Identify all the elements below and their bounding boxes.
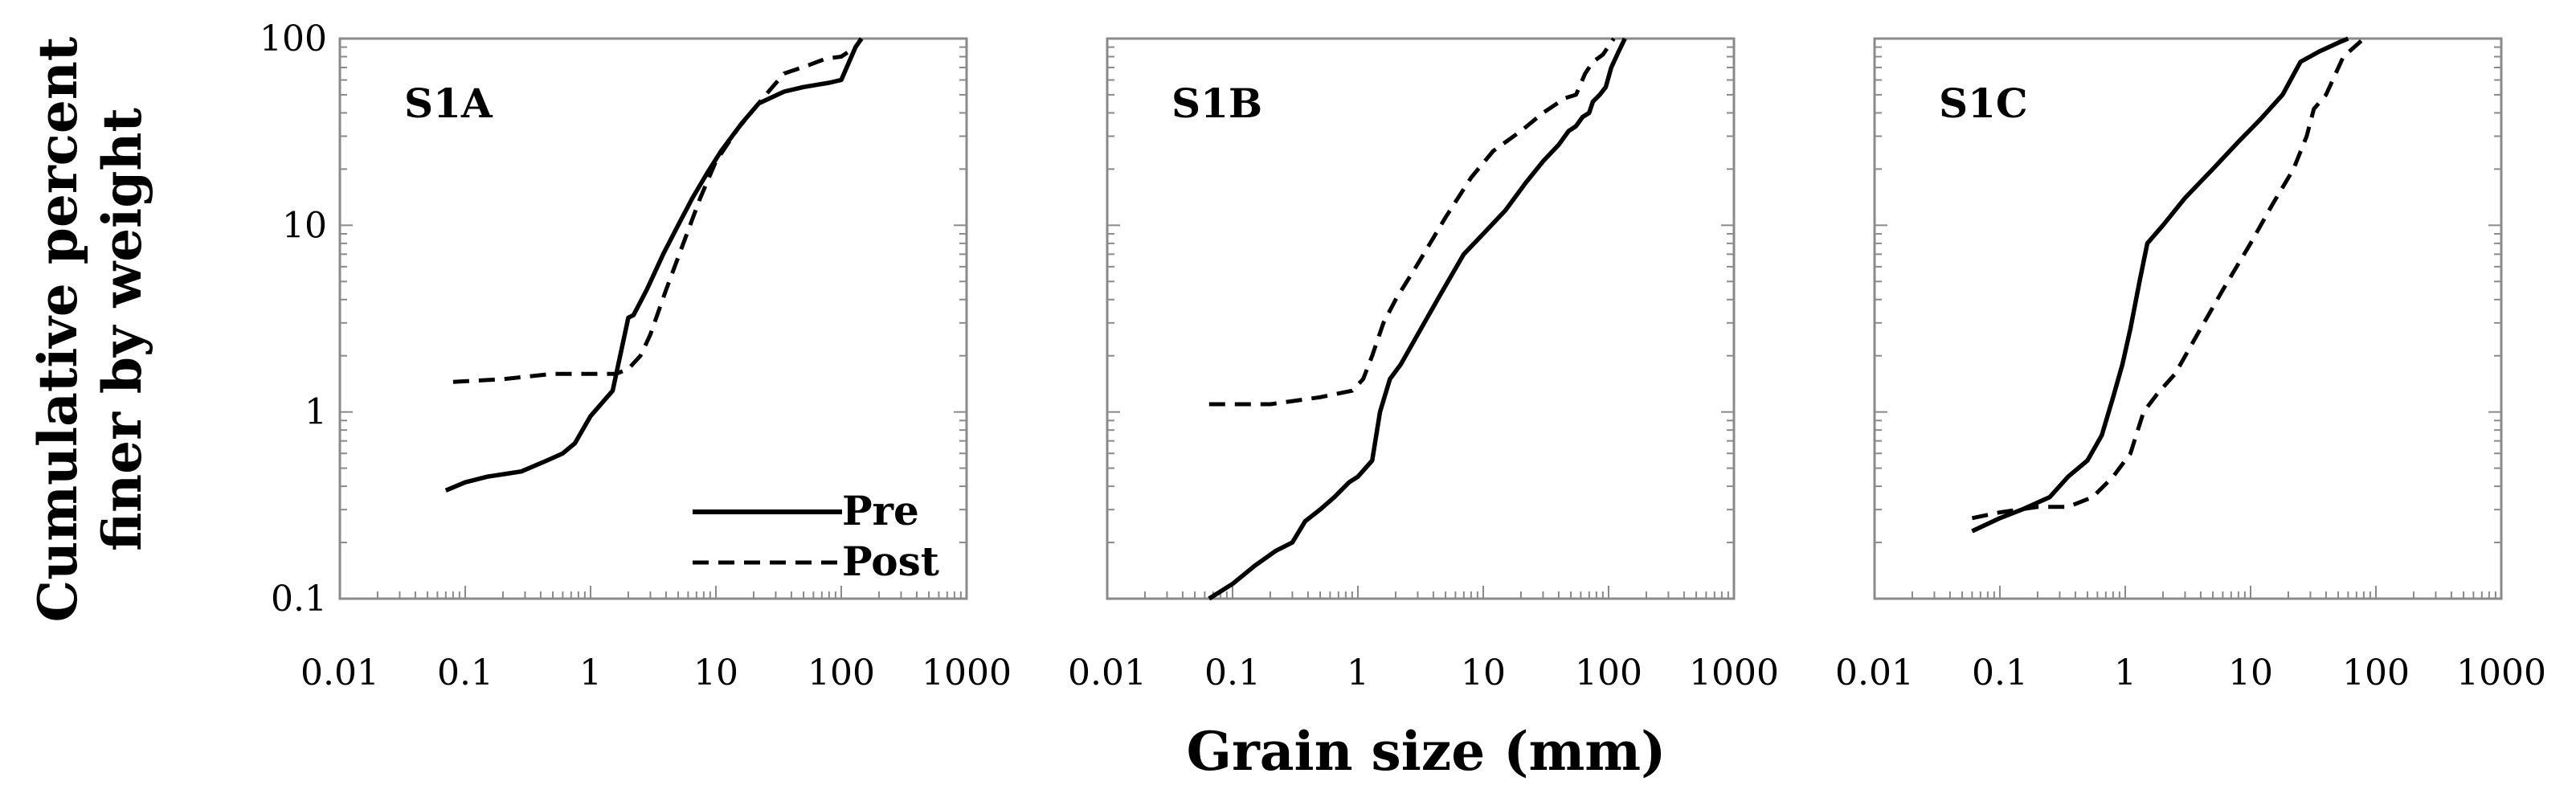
x-tick-label: 10	[693, 653, 738, 693]
tick-marks	[1874, 46, 2501, 599]
plot-frame	[1106, 37, 1736, 600]
series-line-post	[1971, 37, 2365, 521]
tick-marks	[1106, 46, 1734, 599]
panel-title: S1C	[1939, 80, 2028, 127]
legend-post-label: Post	[842, 538, 939, 585]
panel-title: S1A	[404, 80, 493, 127]
x-tick-label: 0.01	[301, 653, 379, 693]
chart-panels: 0.01 0.1 1 10 100 1000 100 10 1 0.1 S1A 0.01 0.1 1 10 1…	[260, 18, 2546, 693]
y-axis-title-line-2: finer by weight	[91, 108, 153, 551]
plot-frame	[1873, 37, 2503, 600]
x-tick-label: 0.1	[1204, 653, 1261, 693]
plot-frame	[338, 37, 968, 600]
y-axis-title: Cumulative percent finer by weight	[27, 36, 153, 622]
x-tick-label: 0.1	[1972, 653, 2028, 693]
x-tick-label: 1000	[922, 653, 1012, 693]
x-tick-label: 0.01	[1068, 653, 1147, 693]
x-tick-label: 100	[808, 653, 875, 693]
y-tick-label: 0.1	[271, 579, 327, 620]
x-tick-label: 10	[1461, 653, 1506, 693]
series-line-post	[452, 45, 857, 384]
y-tick-label: 10	[282, 205, 327, 246]
x-tick-label: 0.01	[1835, 653, 1914, 693]
series-line-pre	[1971, 36, 2349, 534]
panel-s1c: 0.01 0.1 1 10 100 1000 S1C	[1835, 36, 2546, 693]
x-tick-label: 1	[2114, 653, 2136, 693]
legend: Pre Post	[693, 487, 939, 585]
x-tick-label: 1000	[1689, 653, 1779, 693]
series-line-pre	[1208, 37, 1627, 601]
x-tick-label: 1	[579, 653, 602, 693]
x-tick-label: 10	[2228, 653, 2273, 693]
panel-title: S1B	[1171, 80, 1262, 127]
tick-marks	[339, 46, 967, 599]
y-tick-label: 100	[260, 18, 327, 59]
x-tick-label: 1	[1347, 653, 1369, 693]
panel-s1a: 0.01 0.1 1 10 100 1000 100 10 1 0.1 S1A	[260, 18, 1012, 693]
y-axis-title-line-1: Cumulative percent	[27, 36, 89, 622]
legend-pre-label: Pre	[842, 487, 919, 534]
series-line-pre	[444, 37, 864, 493]
x-axis-title: Grain size (mm)	[1187, 720, 1666, 783]
x-tick-label: 100	[1575, 653, 1642, 693]
panel-s1b: 0.01 0.1 1 10 100 1000 S1B	[1068, 37, 1779, 693]
y-tick-label: 1	[305, 392, 327, 433]
x-tick-label: 0.1	[437, 653, 493, 693]
series-line-post	[1208, 37, 1616, 407]
x-tick-label: 100	[2342, 653, 2410, 693]
x-tick-label: 1000	[2456, 653, 2546, 693]
